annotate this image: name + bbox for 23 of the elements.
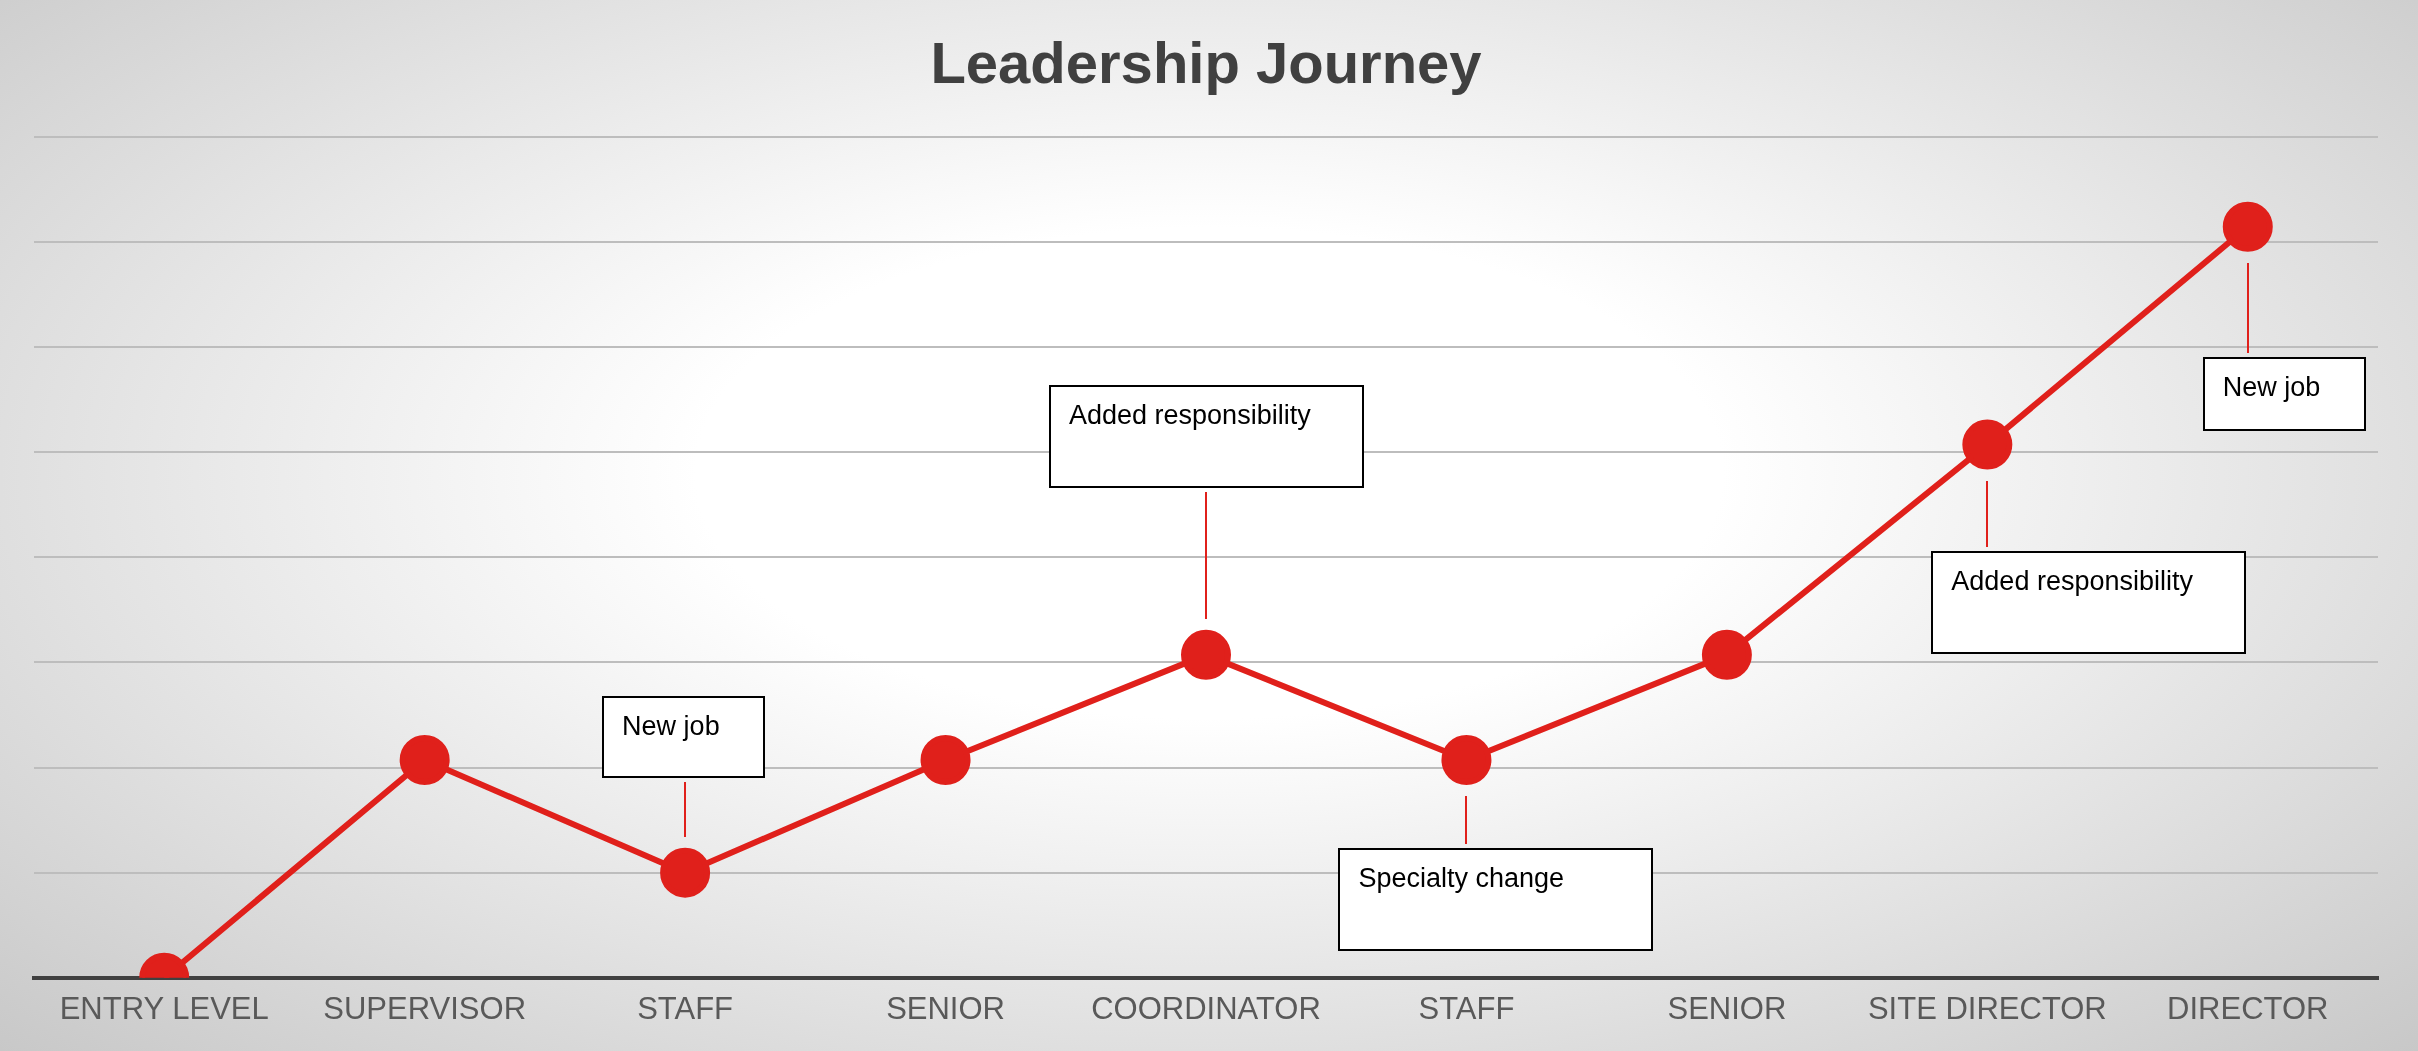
point (1181, 629, 1231, 680)
chart-title: Leadership Journey (930, 29, 1482, 95)
point (920, 735, 971, 785)
x-tick-label: SENIOR (1667, 990, 1787, 1026)
point (399, 735, 450, 785)
x-tick-label: DIRECTOR (2167, 990, 2329, 1026)
annotation: Specialty change (1358, 862, 1565, 894)
point (1701, 629, 1752, 680)
point (1962, 419, 2013, 470)
x-tick-label: SUPERVISOR (323, 990, 527, 1026)
point (660, 847, 711, 898)
point (2222, 201, 2273, 252)
x-tick-label: SITE DIRECTOR (1867, 990, 2107, 1026)
annotation: Added responsibility (1069, 398, 1311, 431)
x-tick-label: SENIOR (886, 990, 1005, 1026)
x-tick-label: ENTRY LEVEL (59, 990, 269, 1026)
x-tick-label: COORDINATOR (1091, 990, 1321, 1026)
annotation: New job (2222, 370, 2321, 403)
annotation: Added responsibility (1951, 564, 2193, 597)
x-tick-label: STAFF (637, 990, 734, 1026)
x-tick-label: STAFF (1418, 990, 1515, 1026)
annotation: New job (622, 709, 720, 742)
point (1441, 735, 1492, 785)
